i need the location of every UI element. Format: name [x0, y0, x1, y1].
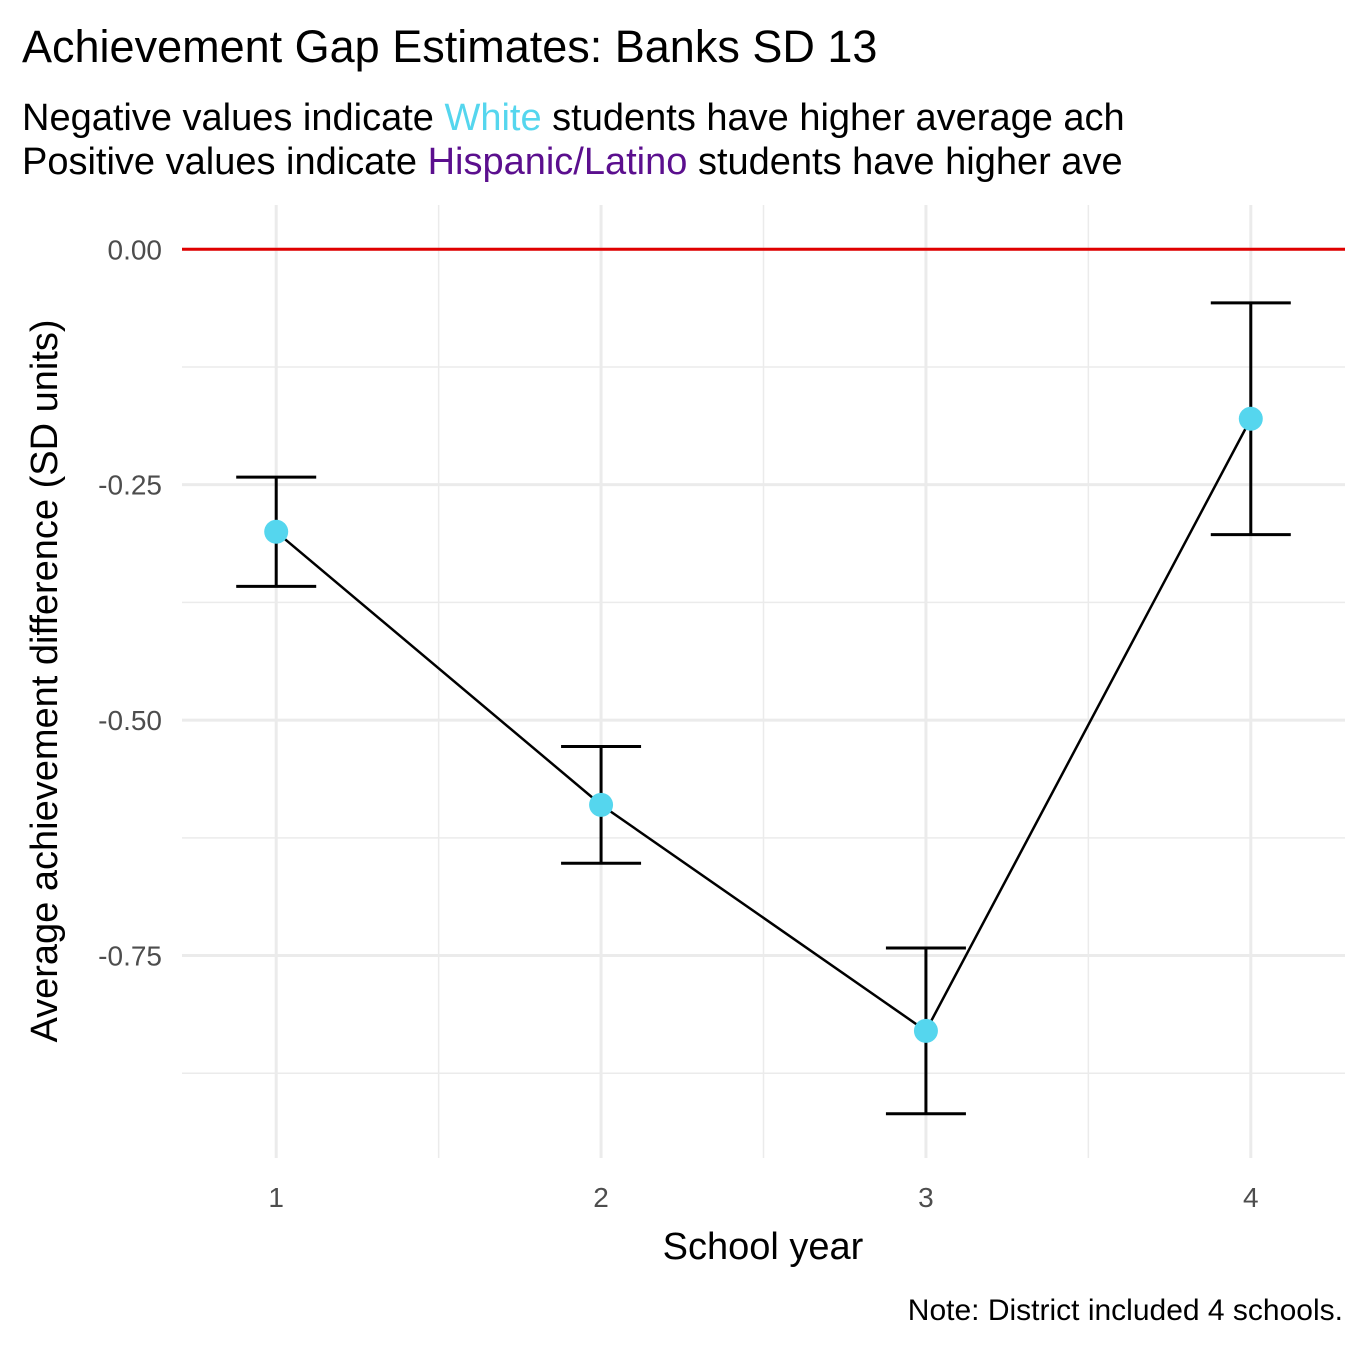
point	[264, 519, 289, 544]
x-tick-label: 3	[918, 1182, 934, 1213]
y-tick-label: -0.25	[98, 470, 162, 501]
y-axis-title: Average achievement difference (SD units…	[24, 319, 66, 1042]
subtitle-part: students have higher ave	[687, 141, 1122, 183]
subtitle-part: Positive values indicate	[22, 141, 428, 183]
subtitle-line: Positive values indicate Hispanic/Latino…	[22, 141, 1123, 183]
x-tick-label: 1	[268, 1182, 284, 1213]
x-axis-title: School year	[663, 1226, 864, 1268]
subtitle-part: White	[444, 97, 541, 139]
y-tick-label: 0.00	[108, 234, 163, 265]
line	[275, 418, 1252, 1033]
x-tick-label: 2	[593, 1182, 609, 1213]
y-tick-label: -0.75	[98, 941, 162, 972]
subtitle-part: Hispanic/Latino	[428, 141, 688, 183]
caption: Note: District included 4 schools.	[908, 1294, 1343, 1327]
point	[913, 1018, 938, 1043]
point	[589, 792, 614, 817]
x-tick-label: 4	[1243, 1182, 1259, 1213]
subtitle-line: Negative values indicate White students …	[22, 97, 1125, 139]
subtitle-part: students have higher average ach	[542, 97, 1125, 139]
chart-title: Achievement Gap Estimates: Banks SD 13	[22, 21, 877, 72]
point	[1238, 406, 1263, 431]
subtitle-part: Negative values indicate	[22, 97, 444, 139]
y-tick-label: -0.50	[98, 705, 162, 736]
